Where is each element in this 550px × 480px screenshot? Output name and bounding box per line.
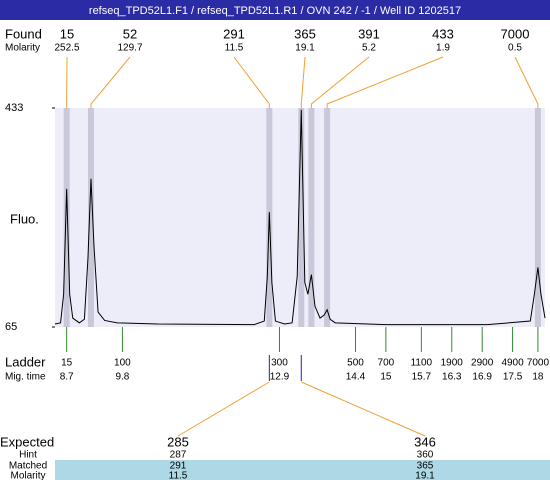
hint-label: Hint [19, 450, 37, 461]
found-size: 433 [432, 26, 454, 41]
matched-label: Matched [9, 461, 47, 472]
found-molarity: 0.5 [508, 43, 522, 54]
ladder-size: 4900 [501, 358, 524, 369]
mig-time-label: Mig. time [5, 372, 46, 383]
ladder-time: 15.7 [412, 372, 432, 383]
expected-value: 285 [167, 434, 189, 449]
found-molarity: 11.5 [225, 43, 244, 54]
ladder-size: 1100 [411, 358, 433, 369]
ladder-time: 8.7 [60, 372, 74, 383]
peak-band [63, 108, 70, 327]
found-label: Found [5, 26, 42, 41]
expected-connector [177, 381, 270, 437]
expected-label: Expected [0, 434, 54, 449]
found-size: 291 [223, 26, 245, 41]
peak-band [87, 108, 94, 327]
matched-value: 365 [417, 461, 434, 472]
header-title: refseq_TPD52L1.F1 / refseq_TPD52L1.R1 / … [89, 5, 461, 17]
peak-connector [514, 56, 539, 108]
y-tick-label: 433 [5, 102, 23, 114]
matched-row [55, 460, 550, 471]
hint-value: 287 [170, 450, 187, 461]
peak-band [308, 108, 315, 327]
expected-connector [301, 381, 426, 437]
peak-connector [90, 56, 131, 108]
y-tick-label: 65 [5, 321, 17, 333]
peak-band [534, 108, 541, 327]
ladder-size: 2900 [471, 358, 494, 369]
found-size: 15 [60, 26, 74, 41]
peak-connector [326, 56, 444, 108]
found-size: 7000 [501, 26, 530, 41]
ladder-size: 300 [271, 358, 288, 369]
expected-value: 346 [414, 434, 436, 449]
peak-connector [300, 56, 306, 108]
found-molarity: 19.1 [295, 43, 315, 54]
found-molarity: 5.2 [362, 43, 376, 54]
peak-band [324, 108, 331, 327]
molarity-label: Molarity [5, 43, 40, 54]
ladder-size: 500 [347, 358, 364, 369]
ladder-time: 18 [532, 372, 544, 383]
ladder-time: 15 [380, 372, 392, 383]
ladder-time: 9.8 [115, 372, 129, 383]
ladder-time: 14.4 [346, 372, 366, 383]
peak-band [298, 108, 305, 327]
found-size: 52 [123, 26, 137, 41]
peak-connector [310, 56, 370, 108]
ladder-size: 100 [114, 358, 131, 369]
matched-value: 291 [170, 461, 187, 472]
ladder-size: 7000 [527, 358, 550, 369]
y-axis-label: Fluo. [10, 211, 39, 226]
molarity2-label: Molarity [10, 471, 45, 480]
ladder-time: 12.9 [270, 372, 290, 383]
ladder-size: 700 [378, 358, 395, 369]
found-size: 365 [294, 26, 316, 41]
ladder-time: 16.9 [472, 372, 492, 383]
ladder-size: 1900 [441, 358, 464, 369]
trace [54, 109, 546, 326]
found-molarity: 129.7 [117, 43, 142, 54]
ladder-time: 17.5 [503, 372, 523, 383]
molarity-value: 11.5 [169, 471, 188, 480]
ladder-time: 16.3 [442, 372, 462, 383]
header-bar [0, 0, 550, 20]
peak-connector [233, 56, 270, 108]
ladder-label: Ladder [5, 354, 46, 369]
ladder-size: 15 [61, 358, 73, 369]
found-molarity: 252.5 [54, 43, 79, 54]
found-molarity: 1.9 [436, 43, 450, 54]
found-size: 391 [358, 26, 380, 41]
hint-value: 360 [417, 450, 434, 461]
molarity-value: 19.1 [415, 471, 435, 480]
molarity-row [55, 471, 550, 480]
